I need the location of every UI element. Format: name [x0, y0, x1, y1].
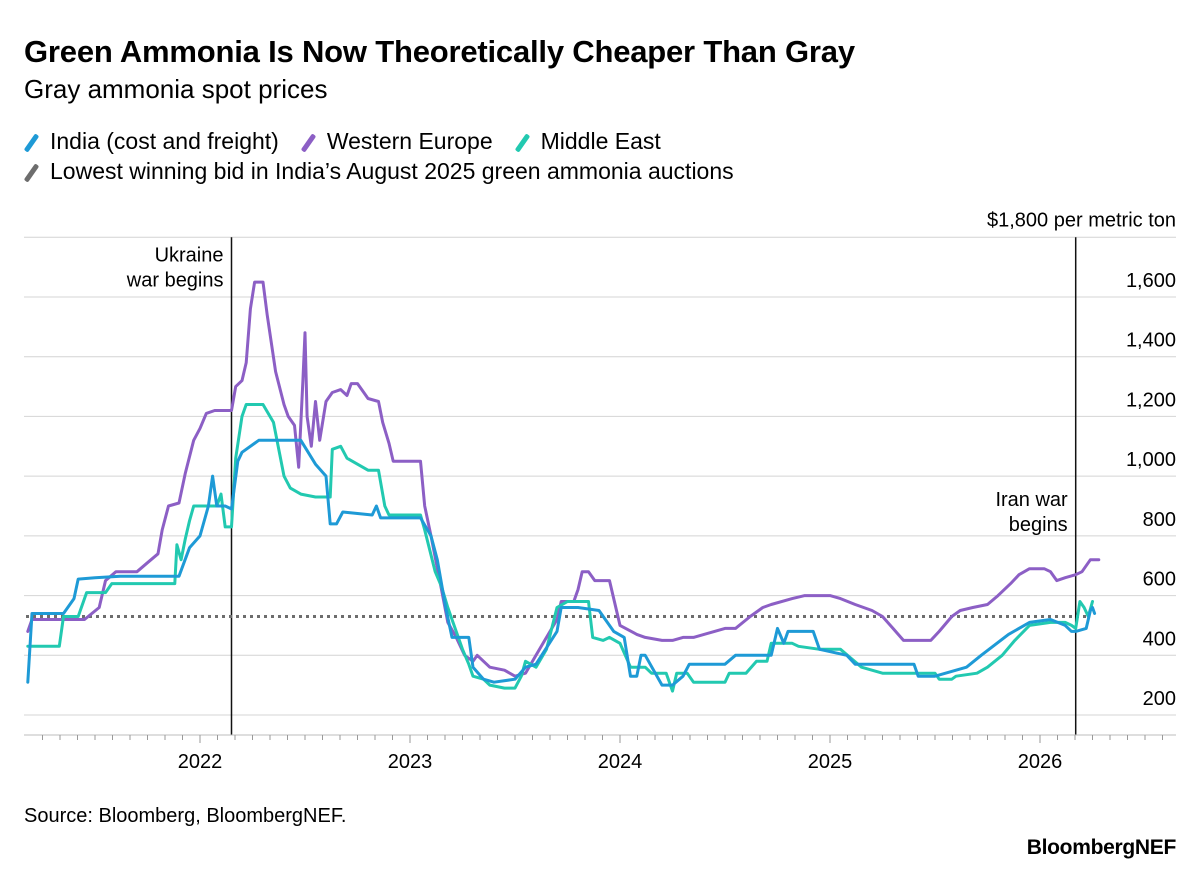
- legend-label-middle-east: Middle East: [540, 128, 661, 154]
- y-tick-label-1000: 1,000: [1126, 449, 1176, 471]
- series-line-middle-east: [26, 403, 1094, 693]
- legend-item-middle-east: Middle East: [515, 128, 661, 155]
- series-line-india-cost-and-freight: [26, 438, 1097, 687]
- legend-label-reference: Lowest winning bid in India’s August 202…: [50, 158, 734, 184]
- y-tick-label-600: 600: [1143, 569, 1176, 591]
- y-tick-label-200: 200: [1143, 688, 1176, 710]
- brand-logo: BloombergNEF: [1026, 836, 1177, 859]
- grid-layer: [24, 236, 1176, 716]
- y-tick-label-1400: 1,400: [1126, 330, 1176, 352]
- x-tick-label-2024: 2024: [598, 751, 643, 773]
- legend-swatch-reference-icon: [24, 161, 38, 183]
- event-label-1-0: Iran war: [995, 489, 1068, 511]
- legend-swatch-middle-east-icon: [515, 131, 529, 153]
- y-tick-label-800: 800: [1143, 509, 1176, 531]
- y-unit-label: $1,800 per metric ton: [987, 209, 1176, 231]
- legend-row-1: India (cost and freight) Western Europe …: [24, 128, 683, 155]
- legend-item-reference: Lowest winning bid in India’s August 202…: [24, 158, 734, 185]
- event-label-1-1: begins: [1009, 514, 1068, 536]
- series-line-western-europe: [26, 280, 1101, 678]
- axis-layer: $1,800 per metric ton 200 400 600 800 1,000 1,…: [24, 209, 1176, 773]
- chart-title: Green Ammonia Is Now Theoretically Cheap…: [24, 34, 855, 69]
- x-tick-label-2022: 2022: [178, 751, 223, 773]
- legend-label-western-europe: Western Europe: [326, 128, 493, 154]
- source-note: Source: Bloomberg, BloombergNEF.: [24, 805, 347, 827]
- y-tick-label-1600: 1,600: [1126, 270, 1176, 292]
- legend-swatch-india-icon: [24, 131, 38, 153]
- legend-swatch-western-europe-icon: [301, 131, 315, 153]
- legend-item-india: India (cost and freight): [24, 128, 279, 155]
- x-tick-label-2023: 2023: [388, 751, 433, 773]
- event-label-0-1: war begins: [126, 269, 224, 291]
- chart-subtitle: Gray ammonia spot prices: [24, 74, 328, 104]
- x-tick-label-2025: 2025: [808, 751, 853, 773]
- annotation-layer: Ukraine war begins Iran war begins: [126, 237, 1077, 735]
- y-tick-label-400: 400: [1143, 628, 1176, 650]
- chart-plot: Ukraine war begins Iran war begins $1,800 p…: [24, 209, 1176, 773]
- legend-item-western-europe: Western Europe: [301, 128, 493, 155]
- legend-row-2: Lowest winning bid in India’s August 202…: [24, 158, 756, 185]
- y-tick-label-1200: 1,200: [1126, 389, 1176, 411]
- event-label-0-0: Ukraine: [155, 244, 224, 266]
- x-tick-label-2026: 2026: [1018, 751, 1063, 773]
- legend-label-india: India (cost and freight): [50, 128, 279, 154]
- series-layer: [26, 280, 1101, 693]
